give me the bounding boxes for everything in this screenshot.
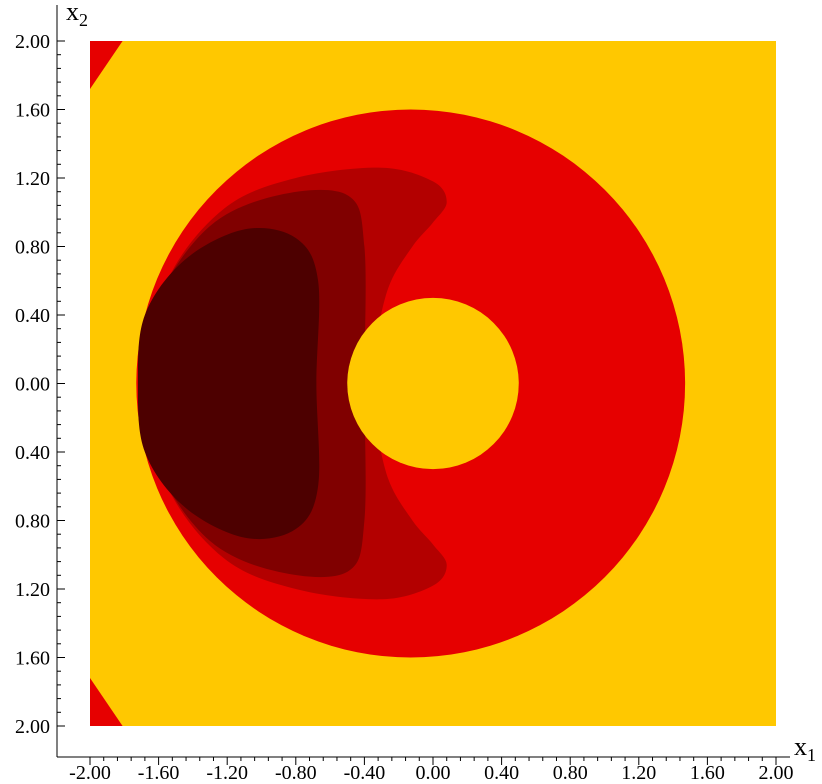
x-tick-label: -2.00 [69, 762, 111, 784]
y-tick-label: 1.60 [15, 648, 50, 670]
tick-labels: -2.00 -1.60 -1.20 -0.80 -0.40 0.00 0.40 0.80 1.2… [15, 31, 794, 784]
x-tick-label: -0.80 [275, 762, 317, 784]
y-tick-label: 1.60 [15, 100, 50, 122]
x-tick-label: -1.20 [206, 762, 248, 784]
tick-marks [57, 40, 777, 765]
contour-regions [90, 41, 776, 726]
axes [56, 5, 790, 758]
y-tick-label: 0.80 [15, 237, 50, 259]
x-tick-label: 2.00 [759, 762, 794, 784]
y-tick-label: 1.20 [15, 579, 50, 601]
region-level-1-0 [90, 41, 123, 89]
x-tick-label: 1.60 [690, 762, 725, 784]
region-level-1-1 [90, 678, 123, 726]
y-tick-label: 0.40 [15, 305, 50, 327]
x-tick-label: -0.40 [344, 762, 386, 784]
region-background-6 [347, 297, 519, 470]
y-tick-label: 1.20 [15, 168, 50, 190]
region-level-4-5 [137, 227, 320, 540]
x-tick-label: 1.20 [621, 762, 656, 784]
y-tick-label: 0.80 [15, 511, 50, 533]
x-axis-label: x1 [794, 732, 816, 765]
y-tick-label: 2.00 [15, 716, 50, 738]
y-tick-label: 0.40 [15, 442, 50, 464]
x-tick-label: 0.80 [553, 762, 588, 784]
y-tick-label: 2.00 [15, 31, 50, 53]
x-tick-label: -1.60 [138, 762, 180, 784]
x-tick-label: 0.00 [416, 762, 451, 784]
y-axis-label: x2 [66, 0, 88, 30]
y-tick-label: 0.00 [15, 374, 50, 396]
x-tick-label: 0.40 [484, 762, 519, 784]
